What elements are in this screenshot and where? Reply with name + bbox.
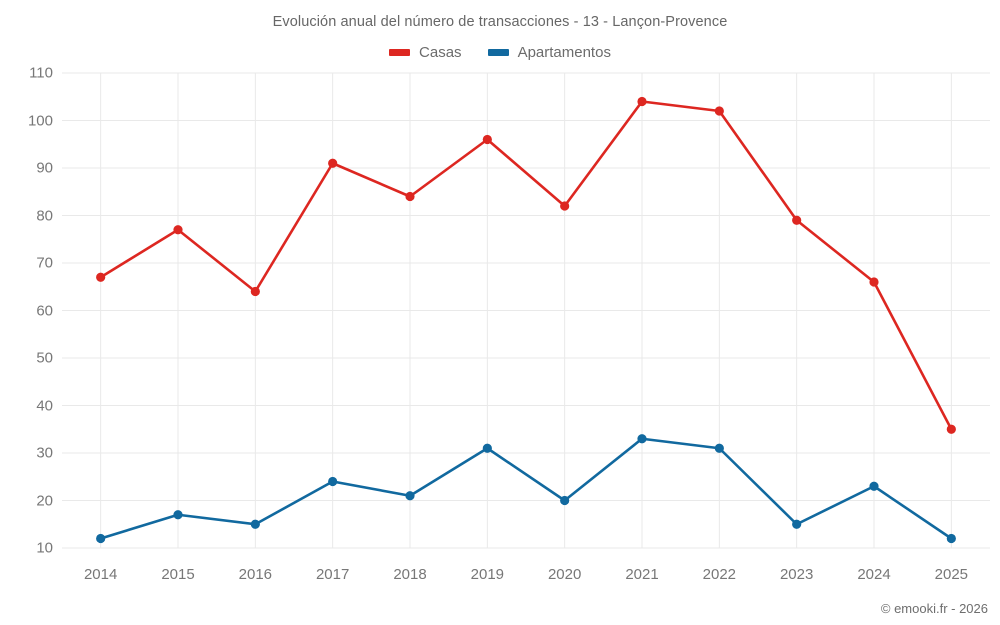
x-tick-label: 2025 (934, 566, 969, 583)
data-point[interactable] (946, 424, 956, 434)
data-point[interactable] (637, 96, 647, 107)
legend-label-apartamentos: Apartamentos (517, 44, 611, 61)
chart-credit: © emooki.fr - 2026 (880, 601, 988, 616)
y-tick-label: 70 (36, 254, 53, 272)
legend-label-casas: Casas (419, 44, 462, 61)
data-point[interactable] (560, 201, 570, 211)
y-tick-label: 90 (36, 159, 53, 177)
y-tick-label: 20 (36, 492, 53, 509)
data-point[interactable] (328, 158, 338, 168)
chart-title: Evolución anual del número de transaccio… (272, 14, 728, 30)
legend-item-casas[interactable]: Casas (389, 44, 462, 61)
data-point[interactable] (173, 510, 183, 520)
series-markers (96, 96, 956, 544)
series-line-casas (99, 100, 953, 431)
data-point[interactable] (869, 277, 879, 287)
series-line-apartamentos (99, 437, 953, 540)
legend-item-apartamentos[interactable]: Apartamentos (487, 44, 611, 61)
chart-legend: Casas Apartamentos (0, 44, 1000, 61)
y-tick-label: 10 (36, 539, 53, 557)
x-tick-label: 2019 (470, 566, 505, 583)
data-point[interactable] (328, 476, 338, 487)
data-point[interactable] (714, 106, 724, 116)
legend-swatch-casas (389, 49, 411, 56)
data-point[interactable] (96, 272, 106, 282)
x-tick-label: 2023 (779, 566, 814, 583)
x-tick-label: 2017 (315, 566, 350, 583)
y-tick-label: 30 (36, 444, 53, 462)
data-point[interactable] (946, 533, 956, 544)
y-tick-label: 50 (36, 349, 53, 367)
data-point[interactable] (173, 225, 183, 235)
y-tick-label: 100 (27, 112, 53, 129)
data-point[interactable] (792, 519, 802, 529)
data-point[interactable] (482, 134, 492, 145)
y-axis-ticks: 10 20 30 40 50 60 70 80 90 100 110 (0, 0, 53, 625)
grid-lines (62, 72, 990, 549)
y-tick-label: 40 (36, 397, 53, 414)
x-tick-label: 2021 (625, 566, 659, 583)
data-point[interactable] (96, 533, 106, 544)
x-tick-label: 2015 (161, 566, 195, 583)
data-point[interactable] (714, 443, 724, 453)
y-tick-label: 110 (29, 64, 53, 82)
x-tick-label: 2016 (238, 566, 273, 583)
x-tick-label: 2018 (393, 566, 427, 583)
data-point[interactable] (482, 443, 492, 453)
data-point[interactable] (250, 519, 260, 529)
data-point[interactable] (405, 191, 415, 202)
y-tick-label: 80 (36, 207, 53, 224)
x-tick-label: 2024 (857, 566, 891, 583)
data-point[interactable] (792, 215, 802, 225)
y-tick-label: 60 (36, 302, 53, 319)
series-lines (99, 100, 953, 540)
data-point[interactable] (869, 481, 879, 491)
data-point[interactable] (405, 491, 415, 501)
x-tick-label: 2022 (702, 566, 737, 583)
x-tick-label: 2014 (83, 566, 118, 583)
data-point[interactable] (637, 434, 647, 444)
legend-swatch-apartamentos (487, 49, 509, 56)
data-point[interactable] (560, 495, 570, 506)
x-tick-label: 2020 (547, 566, 582, 583)
data-point[interactable] (250, 286, 260, 297)
